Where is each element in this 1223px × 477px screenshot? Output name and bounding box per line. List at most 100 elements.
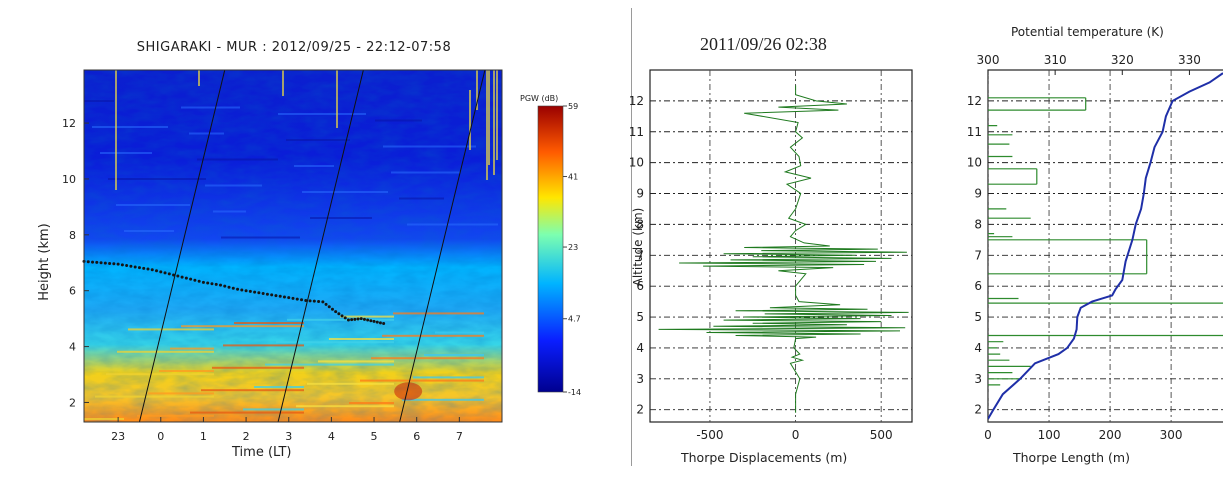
plot2-y-tick-label: 9	[636, 187, 644, 201]
x-tick-label: 2	[243, 430, 250, 443]
x-tick-label: 23	[111, 430, 125, 443]
layer-dot	[150, 268, 154, 272]
heatmap-streak	[360, 379, 484, 382]
heatmap-streak	[205, 184, 262, 187]
layer-dot	[261, 291, 265, 295]
plot2-y-tick-label: 8	[636, 217, 644, 231]
plot3-x-tick-label: 200	[1099, 428, 1122, 442]
layer-dot	[312, 299, 316, 303]
layer-dot	[253, 290, 257, 294]
heatmap-streak	[318, 360, 394, 363]
colorbar-tick-label: 41	[568, 173, 578, 182]
heatmap-streak	[221, 236, 300, 239]
thorpe-profile-title: 2011/09/26 02:38	[700, 34, 827, 54]
layer-dot	[197, 279, 201, 283]
layer-dot	[180, 275, 184, 279]
heatmap-streak	[424, 354, 484, 356]
top-tick-label: 310	[1044, 53, 1067, 67]
layer-dot	[340, 314, 344, 318]
layer-dot	[210, 282, 214, 286]
y-axis-label: Height (km)	[37, 223, 52, 300]
top-tick-label: 300	[977, 53, 1000, 67]
plot3-x-tick-label: 100	[1038, 428, 1061, 442]
thorpe-length-plot: 2 3 4 5 6 7 8 9 10 11 12 0 100 200 300 300 310 320 330 Pot…	[967, 25, 1223, 465]
plot3-y-tick-label: 2	[974, 403, 982, 417]
layer-dot	[369, 319, 373, 323]
slanted-line	[277, 70, 364, 422]
heatmap-streak	[294, 165, 334, 167]
heatmap-streak	[413, 376, 484, 379]
layer-dot	[184, 276, 188, 280]
layer-dot	[137, 266, 141, 270]
heatmap-streak	[137, 414, 214, 417]
layer-dot	[214, 282, 218, 286]
colorbar: PGW (dB) 59 41 23 4.7 -14	[520, 94, 581, 397]
layer-dot	[295, 297, 299, 301]
plot3-y-tick-label: 7	[974, 248, 982, 262]
plot2-x-tick-label: 500	[870, 428, 893, 442]
heatmap-streak	[296, 405, 394, 408]
y-tick-label: 6	[69, 285, 76, 298]
layer-dot	[167, 272, 171, 276]
layer-dot	[356, 317, 360, 321]
layer-dot	[382, 322, 386, 326]
heatmap-streak	[234, 322, 304, 324]
layer-dot	[350, 318, 354, 322]
layer-dot	[362, 317, 366, 321]
heatmap-streak	[223, 344, 304, 347]
layer-dot	[206, 281, 210, 285]
heatmap-streak	[307, 382, 394, 385]
layer-dot	[366, 318, 370, 322]
x-tick-label: 4	[328, 430, 335, 443]
heatmap-streak	[276, 341, 394, 344]
layer-dot	[176, 274, 180, 278]
heatmap-streak	[92, 126, 168, 128]
slanted-line	[399, 70, 486, 422]
plot3-frame	[987, 69, 1223, 423]
heatmap-streak	[391, 171, 460, 174]
layer-dot	[146, 267, 150, 271]
colorbar-label: PGW (dB)	[520, 94, 558, 103]
heatmap-streak	[170, 347, 214, 350]
plot2-y-tick-label: 6	[636, 279, 644, 293]
layer-dot	[324, 302, 328, 306]
heatmap-streak	[189, 132, 224, 135]
layer-dot	[240, 288, 244, 292]
layer-dot	[248, 289, 252, 293]
layer-dot	[108, 261, 112, 265]
layer-dot	[231, 286, 235, 290]
slanted-lines	[138, 70, 486, 422]
heatmap-streak	[286, 139, 350, 141]
layer-dot	[142, 266, 146, 270]
layer-dot	[359, 317, 363, 321]
heatmap-streak	[190, 411, 304, 414]
heatmap-streak	[265, 363, 394, 366]
plot3-y-tick-label: 6	[974, 279, 982, 293]
layer-dot	[343, 316, 347, 320]
layer-dot	[172, 273, 176, 277]
heatmap-streak	[116, 204, 190, 206]
colorbar-gradient	[537, 105, 564, 393]
heatmap-streak	[393, 312, 484, 315]
plot2-y-tick-label: 5	[636, 310, 644, 324]
layer-dot	[308, 299, 312, 303]
colorbar-tick-label: 59	[568, 102, 578, 111]
plot2-frame	[649, 69, 913, 423]
heatmap-streak	[84, 100, 114, 102]
plot3-y-tick-label: 9	[974, 187, 982, 201]
layer-dot	[133, 265, 137, 269]
layer-dot	[227, 285, 231, 289]
layer-dot	[116, 262, 120, 266]
y-tick-label: 12	[62, 117, 76, 130]
x-tick-label: 3	[285, 430, 292, 443]
top-tick-label: 330	[1178, 53, 1201, 67]
heatmap-streak	[201, 389, 304, 392]
heatmap-streak	[254, 386, 304, 388]
heatmap-streak	[278, 113, 366, 115]
layer-dot	[95, 260, 99, 264]
heatmap-texture	[84, 70, 502, 422]
thorpe-displacement-plot: 2 3 4 5 6 7 8 9 10 11 12 -500 0 500 Thorpe Displaceme…	[629, 69, 913, 465]
plot2-y-tick-label: 10	[629, 156, 644, 170]
layer-dot	[291, 296, 295, 300]
layer-dot	[353, 317, 357, 321]
